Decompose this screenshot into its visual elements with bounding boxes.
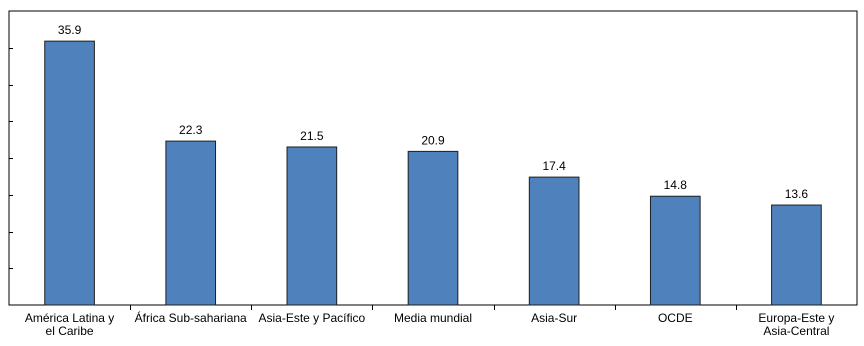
category-label: Europa-Este y — [758, 311, 834, 325]
bar — [407, 150, 459, 306]
data-labels: 35.9 22.3 21.5 20.9 17.4 14.8 13.6 — [58, 23, 809, 201]
data-label: 21.5 — [300, 129, 324, 143]
bar — [165, 140, 217, 306]
category-labels: América Latina yel Caribe África Sub-saha… — [25, 310, 835, 338]
category-label: África Sub-sahariana — [135, 310, 247, 325]
category-label: OCDE — [658, 311, 693, 325]
data-label: 13.6 — [785, 187, 809, 201]
category-label: Asia-Este y Pacífico — [258, 311, 365, 325]
bar — [528, 176, 580, 306]
bar — [649, 195, 701, 306]
bar — [44, 40, 95, 306]
data-label: 22.3 — [179, 123, 203, 137]
data-label: 20.9 — [421, 133, 445, 147]
category-label: Asia-Central — [763, 324, 829, 338]
bar — [771, 204, 822, 306]
category-label: Media mundial — [394, 311, 472, 325]
bars — [44, 40, 822, 306]
category-label: América Latina y — [25, 311, 114, 325]
data-label: 14.8 — [664, 178, 688, 192]
data-label: 35.9 — [58, 23, 82, 37]
category-label: Asia-Sur — [531, 311, 577, 325]
bar — [286, 146, 338, 306]
category-label: el Caribe — [46, 324, 94, 338]
data-label: 17.4 — [542, 159, 566, 173]
